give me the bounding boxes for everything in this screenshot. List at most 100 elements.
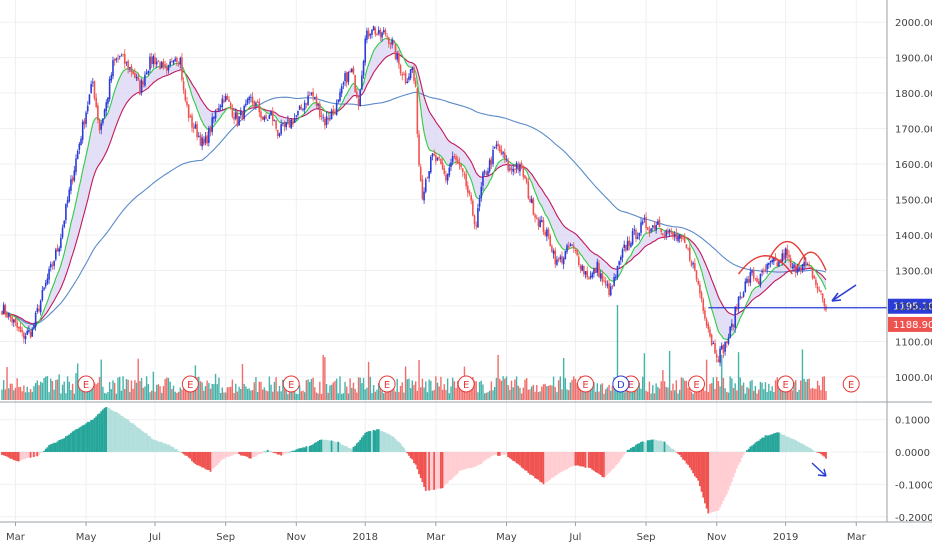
histogram-bar [574, 451, 577, 466]
earnings-marker-label: E [782, 380, 788, 391]
histogram-bar [14, 451, 17, 461]
volume-bar [255, 377, 257, 400]
volume-bar [670, 390, 672, 400]
histogram-bar [91, 419, 94, 452]
volume-bar [129, 391, 131, 400]
candle-body [744, 281, 747, 292]
volume-bar [367, 361, 370, 400]
histogram-bar [507, 451, 510, 458]
volume-bar [300, 391, 303, 400]
candle-body [58, 248, 60, 252]
histogram-bar [485, 451, 488, 460]
histogram-bar [377, 429, 380, 452]
candle-body [673, 234, 676, 237]
volume-bar [340, 393, 343, 400]
histogram-bar [219, 451, 222, 462]
candle-body [169, 61, 171, 66]
histogram-bar [619, 451, 622, 460]
histogram-bar [789, 438, 792, 452]
histogram-bar [510, 451, 513, 460]
volume-bar [473, 380, 476, 400]
volume-bar [566, 389, 568, 400]
candle-body [456, 159, 459, 164]
candle-body [465, 174, 467, 187]
volume-bar [433, 389, 435, 400]
candle-body [695, 270, 698, 280]
candle-body [601, 273, 604, 282]
volume-bar [120, 390, 123, 400]
histogram-bar [211, 451, 214, 470]
histogram-bar [285, 451, 288, 454]
histogram-bar [678, 451, 681, 455]
candle-body [139, 80, 141, 95]
histogram-bar [488, 451, 491, 458]
candle-body [248, 97, 250, 101]
histogram-bar [715, 451, 718, 512]
candle-body [542, 220, 545, 233]
histogram-bar [690, 451, 693, 471]
candle-body [557, 259, 560, 261]
histogram-bar [98, 413, 101, 452]
candle-body [736, 307, 738, 310]
candle-body [493, 146, 496, 149]
histogram-bar [355, 443, 358, 452]
candle-body [616, 265, 619, 278]
histogram-bar [434, 451, 437, 490]
candle-body [608, 283, 610, 296]
histogram-bar [68, 434, 71, 452]
volume-bar [488, 390, 491, 400]
volume-bar [737, 352, 740, 400]
histogram-bar [700, 451, 703, 492]
volume-bar [246, 388, 249, 400]
candle-body [218, 108, 220, 111]
candle-body [559, 256, 562, 260]
candle-body [302, 109, 304, 110]
volume-bar [71, 383, 74, 400]
volume-bar [438, 386, 440, 400]
candle-body [411, 67, 414, 71]
volume-bar [423, 387, 425, 400]
histogram-bar [643, 442, 646, 452]
histogram-bar [224, 451, 227, 458]
volume-bar [364, 389, 366, 400]
candle-body [379, 29, 382, 37]
volume-bar [684, 380, 686, 400]
histogram-bar [75, 429, 77, 452]
histogram-bar [778, 432, 780, 452]
candle-body [586, 270, 589, 278]
candle-body [603, 280, 605, 282]
volume-bar [179, 387, 181, 400]
volume-bar [263, 387, 266, 400]
volume-bar [643, 353, 646, 400]
candle-body [362, 61, 365, 76]
volume-bar [562, 357, 565, 400]
histogram-bar [63, 438, 66, 452]
volume-bar [305, 380, 308, 400]
volume-bar [241, 364, 244, 400]
volume-bar [795, 380, 797, 400]
volume-bar [448, 393, 451, 400]
histogram-bar [322, 439, 325, 452]
histogram-bar [261, 451, 264, 453]
histogram-bar [142, 431, 145, 452]
candle-body [742, 292, 745, 297]
volume-bar [181, 389, 183, 400]
histogram-bar [512, 451, 515, 461]
candle-body [48, 268, 50, 280]
candle-body [260, 111, 262, 118]
candle-body [492, 149, 494, 164]
histogram-bar [517, 451, 520, 465]
candle-body [746, 278, 748, 283]
candle-body [799, 267, 802, 271]
candle-body [702, 299, 705, 311]
candle-body [268, 114, 271, 120]
histogram-bar [416, 451, 419, 470]
candle-body [653, 225, 656, 229]
volume-bar [457, 380, 459, 400]
candle-body [473, 215, 476, 225]
volume-bar [450, 386, 452, 400]
candle-body [290, 119, 293, 129]
histogram-bar [197, 451, 200, 466]
